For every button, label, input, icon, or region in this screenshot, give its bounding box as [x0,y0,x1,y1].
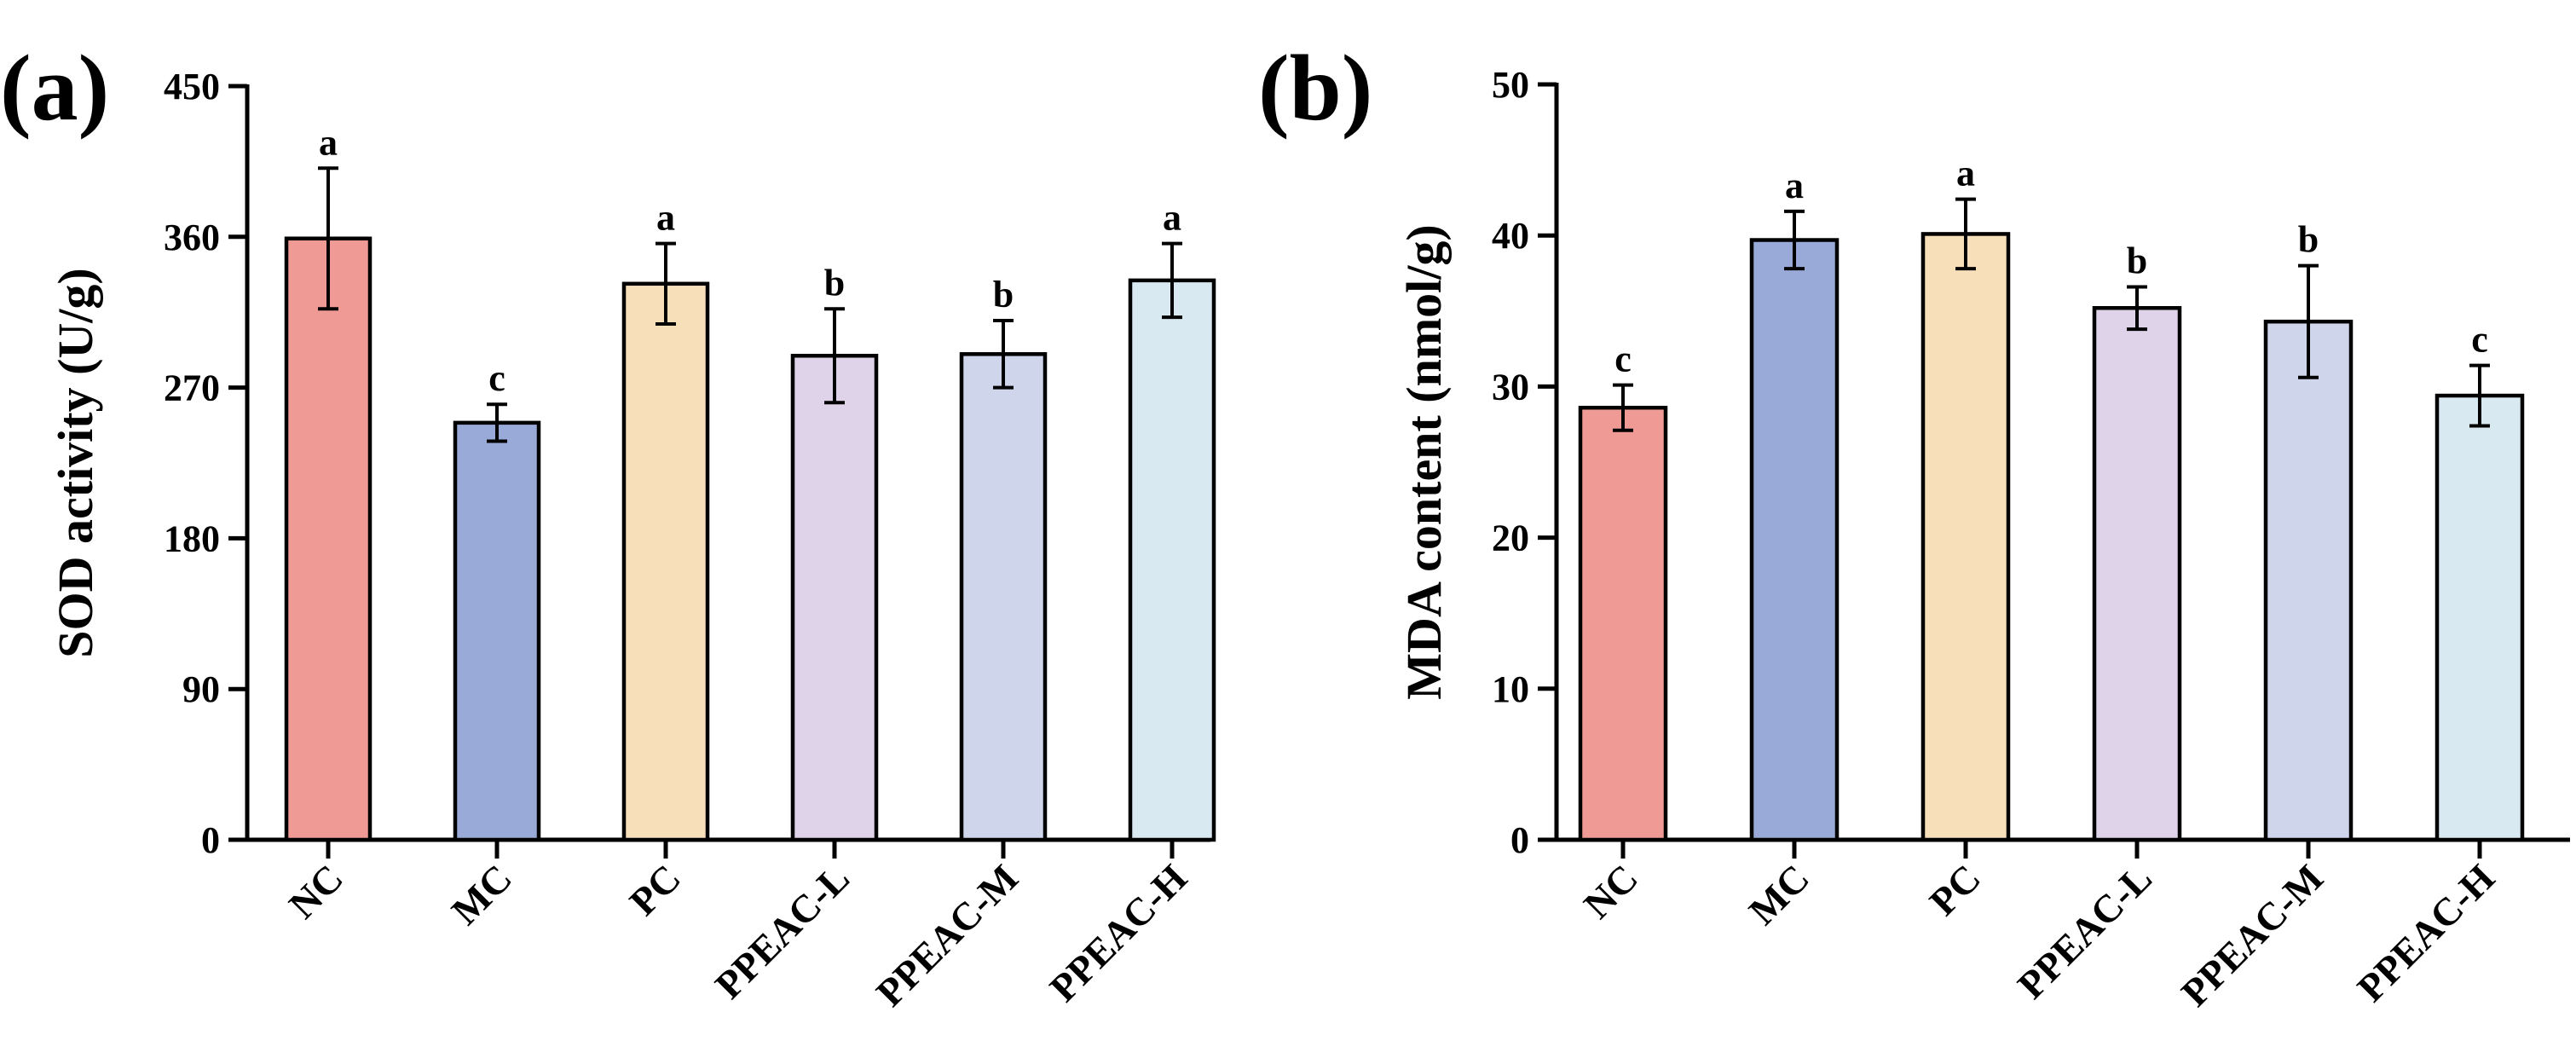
bar-ppeac-m [959,352,1048,842]
bar-ppeac-l [790,354,879,842]
y-tick-label: 20 [1492,518,1529,559]
bar-nc [1578,405,1668,842]
significance-label: b [993,274,1014,315]
significance-label: b [2127,240,2147,281]
significance-label: c [488,357,505,399]
x-tick-label-ppeac-m: PPEAC-M [868,856,1026,1015]
bar-ppeac-m [2263,319,2354,842]
x-tick-label-ppeac-h: PPEAC-H [1041,856,1195,1010]
x-tick-label-nc: NC [1575,856,1646,927]
y-tick-label: 270 [164,367,220,409]
x-tick-label-nc: NC [280,856,351,927]
bar-nc [284,236,373,842]
y-axis-label: SOD activity (U/g) [48,268,103,658]
panel-a-sod-chart: (a) 0 90 180 270 360 450 SOD activity (U/g) a NC c… [0,36,1216,1015]
significance-label: a [319,121,338,163]
y-tick-label: 10 [1492,668,1529,710]
y-tick-label: 30 [1492,366,1529,408]
significance-label: c [2471,319,2488,361]
bar-ppeac-h [2434,393,2525,842]
y-tick-label: 0 [1510,819,1529,861]
significance-label: b [2298,219,2319,261]
y-tick-label: 0 [201,819,220,861]
significance-label: a [1163,197,1181,239]
bar-pc [1920,232,2011,842]
x-tick-label-mc: MC [1741,856,1817,933]
bar-mc [1749,238,1840,842]
x-tick-label-pc: PC [1921,856,1989,923]
x-tick-label-ppeac-l: PPEAC-L [2009,856,2160,1007]
y-tick-label: 450 [164,66,220,107]
y-tick-label: 90 [182,668,220,710]
x-tick-label-ppeac-l: PPEAC-L [707,856,858,1007]
significance-label: a [1956,153,1975,194]
y-tick-label: 360 [164,217,220,258]
y-tick-label: 50 [1492,64,1529,106]
bar-pc [621,281,710,842]
bar-ppeac-h [1128,278,1216,842]
panel-label: (b) [1258,36,1372,140]
panel-label: (a) [0,36,109,140]
bar-mc [453,420,541,842]
y-axis-label: MDA content (nmol/g) [1396,224,1452,699]
significance-label: a [1785,165,1804,206]
x-tick-label-ppeac-m: PPEAC-M [2173,856,2331,1015]
x-tick-label-ppeac-h: PPEAC-H [2348,856,2503,1010]
y-tick-label: 40 [1492,215,1529,257]
x-tick-label-mc: MC [443,856,520,933]
bar-ppeac-l [2092,306,2182,842]
significance-label: c [1614,338,1632,380]
significance-label: a [656,197,675,239]
y-tick-label: 180 [164,518,220,559]
significance-label: b [824,262,845,304]
x-tick-label-pc: PC [621,856,689,923]
panel-b-mda-chart: (b) 0 10 20 30 40 50 MDA content (nmol/g) c NC a MC… [1258,36,2570,1015]
